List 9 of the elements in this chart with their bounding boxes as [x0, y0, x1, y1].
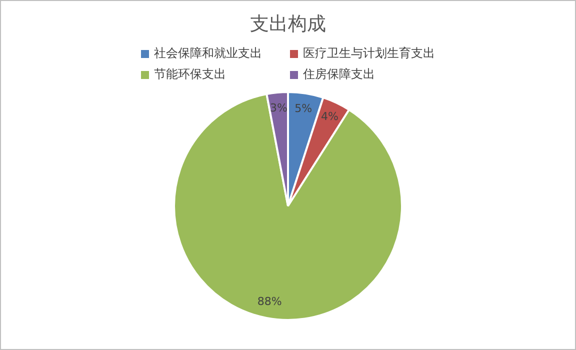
data-label: 5% [294, 102, 312, 116]
legend-label: 节能环保支出 [154, 66, 226, 83]
data-label: 4% [321, 110, 338, 124]
data-label: 88% [257, 295, 282, 308]
chart-title: 支出构成 [249, 12, 327, 37]
data-label: 3% [270, 101, 288, 114]
legend-label: 医疗卫生与计划生育支出 [303, 45, 435, 62]
legend-label: 住房保障支出 [303, 66, 375, 83]
legend-label: 社会保障和就业支出 [154, 45, 262, 62]
